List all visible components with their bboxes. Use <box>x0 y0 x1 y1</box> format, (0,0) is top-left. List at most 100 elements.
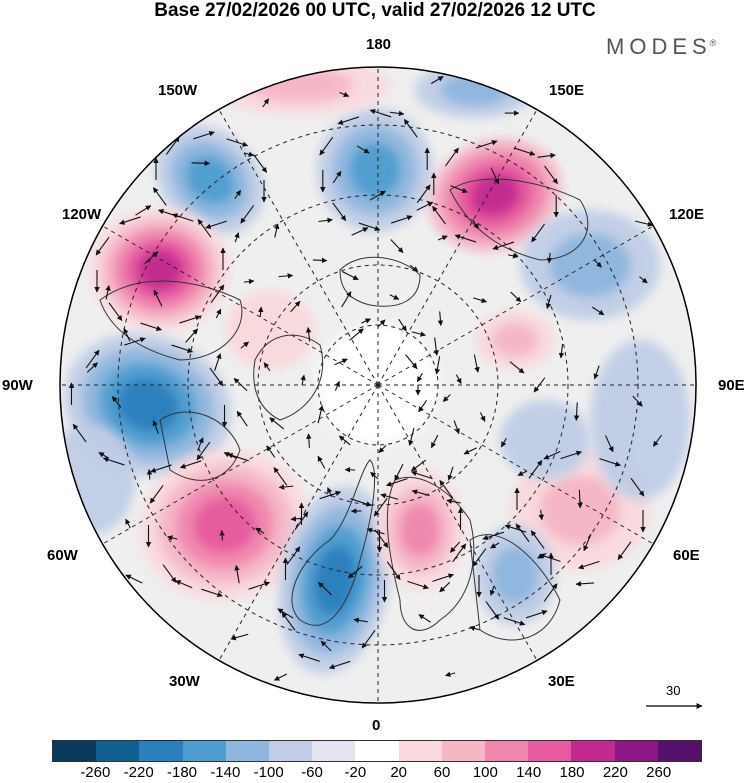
wind-arrow <box>214 353 222 371</box>
wind-arrow <box>416 184 431 204</box>
lon-label-150e: 150E <box>549 82 585 99</box>
wind-arrow <box>253 154 268 173</box>
wind-arrow <box>135 205 152 216</box>
colorbar-tick-label: -180 <box>166 764 198 781</box>
wind-arrow <box>332 170 342 184</box>
modes-logo: MODES® <box>606 34 716 60</box>
meridian <box>377 384 538 661</box>
wind-arrow <box>306 433 312 448</box>
wind-arrow <box>347 565 363 579</box>
wind-arrow <box>319 136 334 156</box>
wind-arrow <box>337 116 360 125</box>
wind-arrow <box>537 152 556 159</box>
wind-arrow <box>294 511 309 531</box>
wind-arrow <box>227 452 249 462</box>
chart-title: Base 27/02/2026 00 UTC, valid 27/02/2026… <box>154 0 596 21</box>
wind-arrow <box>152 420 159 434</box>
wind-arrow <box>72 423 87 443</box>
wind-arrow <box>439 581 451 593</box>
wind-arrow <box>525 609 548 619</box>
colorbar-ticks: -260 -220 -180 -140 -100 -60 -20 20 60 100 140 180 2… <box>0 764 750 782</box>
wind-arrow <box>243 151 255 157</box>
wind-arrow <box>398 318 407 332</box>
wind-arrow <box>341 271 359 281</box>
wind-arrow <box>351 227 369 236</box>
wind-arrow <box>317 455 326 469</box>
wind-arrow <box>509 361 525 374</box>
wind-arrow <box>209 367 224 387</box>
registered-mark: ® <box>709 37 717 48</box>
wind-arrow <box>98 452 108 458</box>
wind-arrow <box>317 405 324 424</box>
wind-arrow <box>219 530 225 541</box>
anomaly-contour <box>500 400 590 480</box>
colorbar-tick-label: -100 <box>253 764 284 781</box>
wind-arrow <box>418 614 431 623</box>
wind-arrow <box>255 527 265 534</box>
colorbar-swatch <box>53 741 97 761</box>
wind-arrow <box>171 344 194 353</box>
wind-arrow <box>411 489 430 497</box>
wind-arrow <box>442 394 451 402</box>
wind-arrow <box>201 588 223 598</box>
wind-arrow <box>233 377 248 392</box>
colorbar-tick-label: 20 <box>390 764 407 781</box>
anomaly-contour <box>470 174 520 216</box>
wind-arrow <box>298 653 320 662</box>
colorbar-swatch <box>441 741 486 761</box>
brand-text: MODES <box>606 34 712 59</box>
lon-label-30w: 30W <box>169 673 200 690</box>
wind-arrow <box>544 165 558 185</box>
wind-arrow <box>377 319 386 328</box>
wind-arrow <box>290 516 302 522</box>
lon-label-0: 0 <box>372 717 381 734</box>
wind-arrow <box>530 530 545 549</box>
anomaly-contour <box>492 546 538 604</box>
wind-arrow <box>492 241 515 250</box>
wind-arrow <box>482 531 505 541</box>
wind-arrow <box>575 581 595 587</box>
wind-arrow <box>403 118 418 138</box>
wind-arrow <box>332 202 347 222</box>
wind-arrow <box>125 574 143 584</box>
lon-label-90w: 90W <box>2 377 33 394</box>
wind-arrow <box>318 582 332 596</box>
wind-arrow <box>617 541 632 560</box>
wind-arrow <box>197 218 212 238</box>
wind-arrow <box>455 374 462 384</box>
wind-arrow <box>277 608 294 619</box>
wind-arrow <box>236 410 248 427</box>
graticule <box>60 67 696 703</box>
lon-label-60e: 60E <box>673 547 700 564</box>
wind-arrow <box>197 437 204 451</box>
wind-arrow <box>150 464 172 473</box>
wind-arrow <box>196 441 211 461</box>
wind-arrow <box>305 327 312 342</box>
wind-vectors <box>68 76 663 681</box>
colorbar-swatch <box>657 741 702 761</box>
wind-arrow <box>454 234 477 243</box>
wind-arrow <box>543 450 561 460</box>
meridian <box>102 225 379 386</box>
wind-arrow <box>469 625 480 632</box>
lon-label-180: 180 <box>366 36 392 53</box>
lon-label-120e: 120E <box>669 206 705 223</box>
wind-arrow <box>266 445 276 458</box>
wind-arrow <box>140 322 162 331</box>
wind-arrow <box>437 235 448 241</box>
wind-arrow <box>472 220 479 230</box>
wind-arrow <box>175 580 193 589</box>
wind-arrow <box>472 548 487 567</box>
colorbar-tick-label: 260 <box>646 764 672 781</box>
colorbar-tick-label: -20 <box>344 764 367 781</box>
lon-label-120w: 120W <box>62 206 102 223</box>
wind-arrow <box>439 480 454 499</box>
wind-arrow <box>356 145 370 154</box>
wind-arrow <box>273 467 288 486</box>
wind-arrow <box>635 220 654 227</box>
wind-arrow <box>262 98 270 108</box>
wind-arrow <box>500 437 507 448</box>
wind-arrow <box>604 435 614 453</box>
wind-arrow <box>430 434 439 449</box>
anomaly-contour <box>314 545 356 615</box>
